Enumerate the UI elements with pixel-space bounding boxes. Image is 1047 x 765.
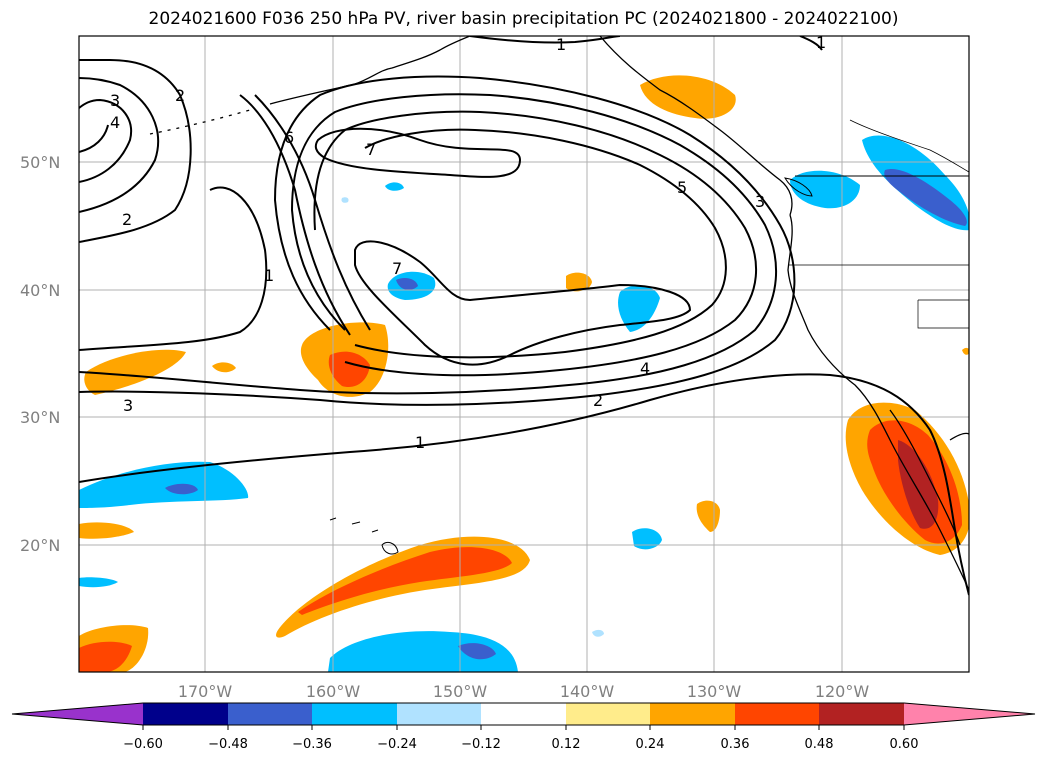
coastlines	[149, 36, 969, 591]
colorbar-tick-label: −0.60	[123, 737, 163, 752]
contour-label: 5	[677, 178, 687, 197]
lat-label: 50°N	[20, 153, 60, 172]
pv-contours	[79, 36, 969, 596]
contour-label: 1	[264, 266, 274, 285]
contour-label: 1	[816, 33, 826, 52]
colorbar-tick-label: 0.24	[636, 737, 665, 752]
colorbar-segment	[397, 703, 481, 725]
contour-label: 4	[110, 113, 120, 132]
contour-label: 2	[122, 210, 132, 229]
colorbar-tick-label: 0.48	[805, 737, 834, 752]
lat-label: 30°N	[20, 408, 60, 427]
contour-label: 1	[415, 433, 425, 452]
contour-label: 3	[123, 396, 133, 415]
contour-label: 7	[366, 140, 376, 159]
lat-label: 20°N	[20, 536, 60, 555]
colorbar-segment	[819, 703, 904, 725]
lon-label: 170°W	[178, 682, 233, 701]
latitude-labels: 50°N 40°N 30°N 20°N	[20, 153, 60, 555]
colorbar-segment	[312, 703, 397, 725]
colorbar-tick-label: 0.12	[552, 737, 581, 752]
colorbar-tick-label: 0.36	[721, 737, 750, 752]
contour-label: 1	[556, 35, 566, 54]
colorbar-segment	[143, 703, 228, 725]
contour-label: 4	[640, 359, 650, 378]
colorbar-tick-label: −0.24	[377, 737, 417, 752]
colorbar-segment	[650, 703, 735, 725]
contour-labels: 1 1 1 1 2 2 2 3 3 3 4 4 5 6 7 7	[110, 33, 826, 452]
lon-label: 160°W	[306, 682, 361, 701]
map-title: 2024021600 F036 250 hPa PV, river basin …	[148, 9, 899, 29]
map-frame	[78, 35, 970, 673]
contour-label: 2	[593, 391, 603, 410]
colorbar-tick-label: −0.12	[461, 737, 501, 752]
colorbar-tick-label: −0.36	[292, 737, 332, 752]
lat-label: 40°N	[20, 281, 60, 300]
graticule	[79, 36, 969, 672]
lon-label: 130°W	[687, 682, 742, 701]
map-panel	[79, 36, 969, 672]
contour-label: 3	[755, 192, 765, 211]
lon-label: 140°W	[560, 682, 615, 701]
colorbar-extend-left	[12, 703, 143, 725]
colorbar-segment	[566, 703, 650, 725]
contour-label: 7	[392, 259, 402, 278]
colorbar-segment	[735, 703, 819, 725]
contour-label: 2	[175, 86, 185, 105]
colorbar-extend-right	[904, 703, 1035, 725]
contour-label: 6	[284, 128, 294, 147]
contour-label: 3	[110, 91, 120, 110]
lon-label: 120°W	[815, 682, 870, 701]
colorbar-segment	[228, 703, 312, 725]
colorbar-tick-label: 0.60	[890, 737, 919, 752]
colorbar: −0.60 −0.48 −0.36 −0.24 −0.12 0.12 0.24 …	[11, 702, 1036, 752]
lon-label: 150°W	[433, 682, 488, 701]
longitude-labels: 170°W 160°W 150°W 140°W 130°W 120°W	[178, 682, 870, 701]
colorbar-segment	[481, 703, 566, 725]
colorbar-tick-label: −0.48	[208, 737, 248, 752]
